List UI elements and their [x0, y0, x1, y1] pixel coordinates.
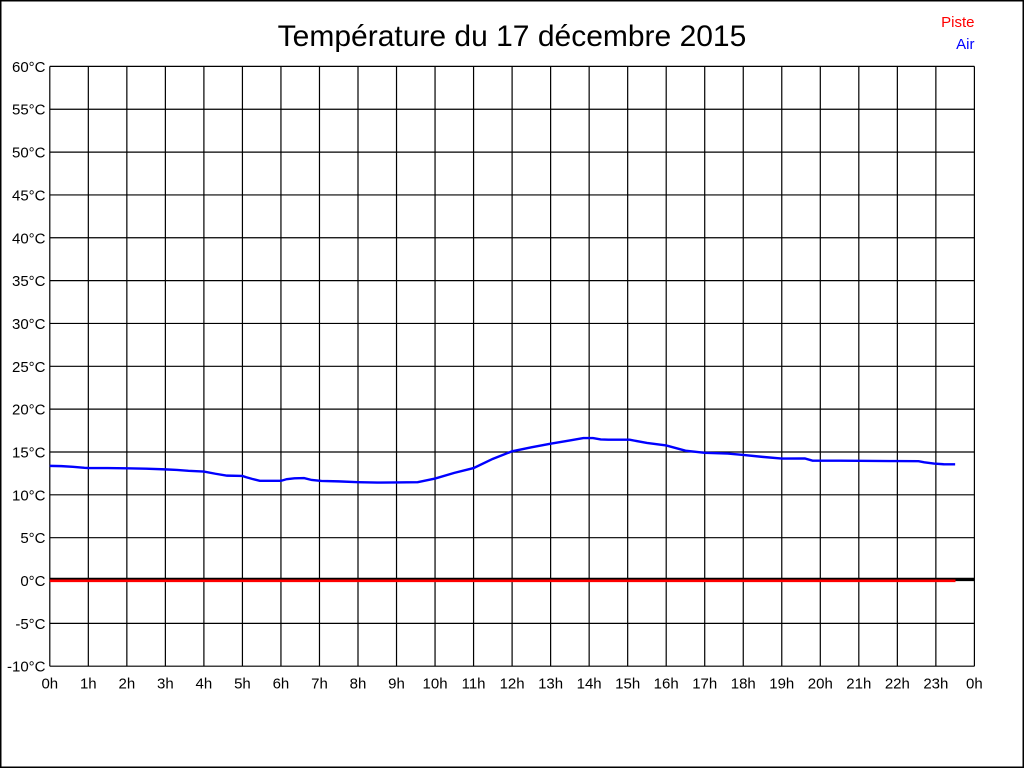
svg-text:45°C: 45°C — [12, 187, 46, 204]
svg-text:7h: 7h — [311, 676, 328, 693]
svg-text:6h: 6h — [273, 676, 290, 693]
svg-text:10°C: 10°C — [12, 487, 46, 504]
svg-text:12h: 12h — [500, 676, 525, 693]
svg-text:23h: 23h — [923, 676, 948, 693]
svg-text:50°C: 50°C — [12, 145, 46, 162]
svg-text:8h: 8h — [350, 676, 367, 693]
svg-text:60°C: 60°C — [12, 59, 46, 76]
svg-text:0°C: 0°C — [20, 573, 45, 590]
svg-text:15°C: 15°C — [12, 444, 46, 461]
svg-text:5h: 5h — [234, 676, 251, 693]
svg-text:Température du 17 décembre 201: Température du 17 décembre 2015 — [278, 20, 747, 53]
svg-text:1h: 1h — [80, 676, 97, 693]
svg-text:2h: 2h — [119, 676, 136, 693]
svg-text:40°C: 40°C — [12, 230, 46, 247]
svg-text:18h: 18h — [731, 676, 756, 693]
svg-text:11h: 11h — [462, 676, 486, 693]
svg-text:55°C: 55°C — [12, 102, 46, 119]
svg-text:Piste: Piste — [941, 14, 974, 31]
svg-text:-5°C: -5°C — [15, 616, 45, 633]
svg-text:9h: 9h — [388, 676, 405, 693]
svg-text:-10°C: -10°C — [7, 659, 46, 676]
svg-text:19h: 19h — [769, 676, 794, 693]
svg-text:35°C: 35°C — [12, 273, 46, 290]
svg-text:22h: 22h — [885, 676, 910, 693]
svg-text:3h: 3h — [157, 676, 174, 693]
svg-text:16h: 16h — [654, 676, 679, 693]
svg-text:20h: 20h — [808, 676, 833, 693]
svg-text:14h: 14h — [577, 676, 602, 693]
svg-text:21h: 21h — [846, 676, 871, 693]
svg-text:20°C: 20°C — [12, 402, 46, 419]
svg-text:10h: 10h — [423, 676, 448, 693]
svg-text:0h: 0h — [966, 676, 983, 693]
svg-text:13h: 13h — [538, 676, 563, 693]
svg-text:0h: 0h — [41, 676, 58, 693]
svg-text:4h: 4h — [196, 676, 213, 693]
svg-text:30°C: 30°C — [12, 316, 46, 333]
svg-text:15h: 15h — [615, 676, 640, 693]
svg-text:17h: 17h — [692, 676, 717, 693]
svg-text:25°C: 25°C — [12, 359, 46, 376]
svg-text:5°C: 5°C — [20, 530, 45, 547]
svg-text:Air: Air — [956, 36, 974, 53]
